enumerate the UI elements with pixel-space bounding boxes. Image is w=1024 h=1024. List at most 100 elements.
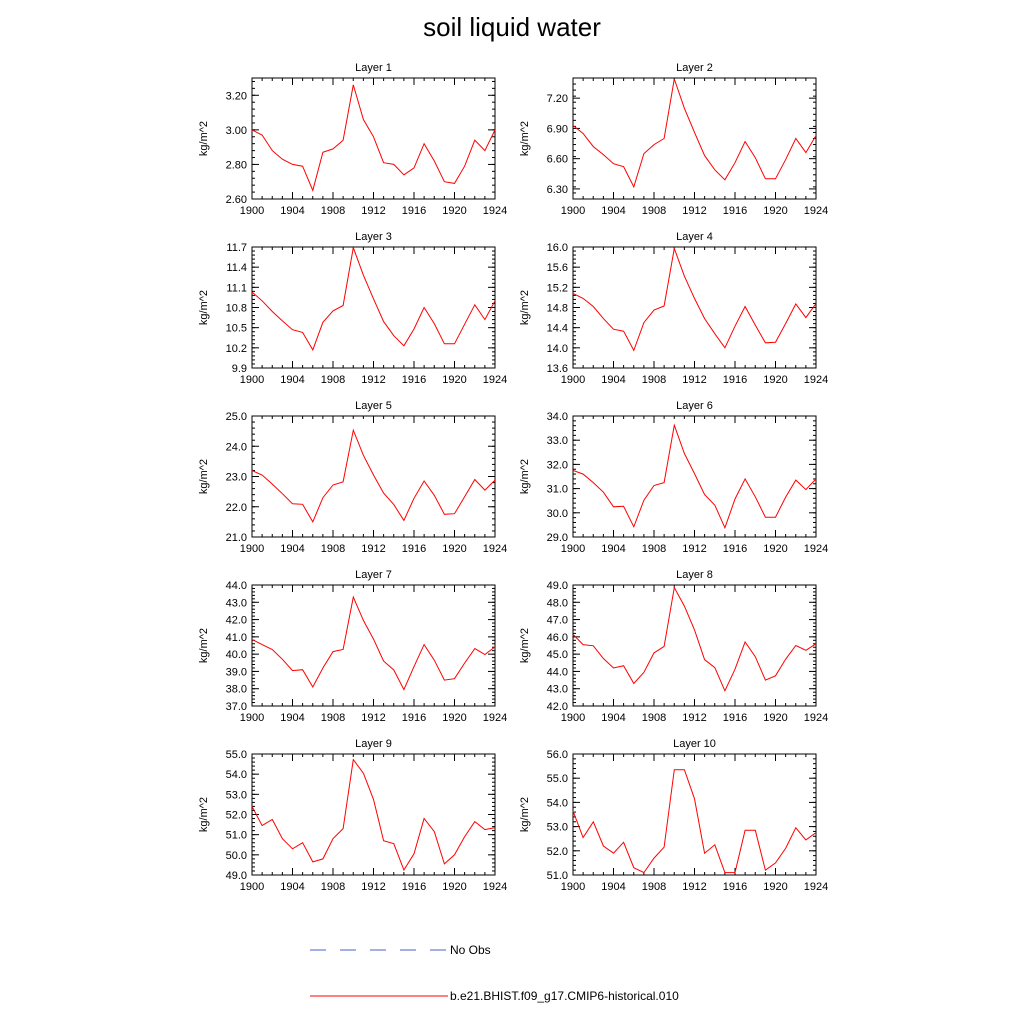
y-tick-label: 16.0 — [547, 242, 568, 254]
y-axis-label: kg/m^2 — [198, 121, 210, 156]
y-tick-label: 41.0 — [226, 632, 247, 644]
y-tick-label: 29.0 — [547, 532, 568, 544]
plot-frame — [251, 753, 496, 876]
x-tick-label: 1912 — [682, 881, 706, 893]
x-tick-label: 1912 — [682, 712, 706, 724]
series-line — [572, 78, 817, 189]
x-tick-label: 1920 — [442, 374, 466, 386]
panel-title: Layer 6 — [676, 400, 713, 412]
y-tick-label: 52.0 — [547, 846, 568, 858]
x-tick-label: 1908 — [642, 881, 666, 893]
x-tick-label: 1924 — [483, 205, 507, 217]
x-tick-label: 1912 — [361, 543, 385, 555]
layer-panel-9: 1900 1904 1908 1912 1916 1920 1924 49.0 50.0 51.0… — [198, 738, 507, 893]
y-tick-label: 2.80 — [226, 159, 247, 171]
x-tick-label: 1920 — [442, 543, 466, 555]
y-tick-label: 24.0 — [226, 441, 247, 453]
x-tick-label: 1908 — [321, 712, 345, 724]
x-tick-label: 1912 — [361, 881, 385, 893]
panel-title: Layer 4 — [676, 231, 713, 243]
x-tick-label: 1916 — [723, 712, 747, 724]
x-tick-label: 1916 — [723, 205, 747, 217]
y-tick-label: 10.5 — [226, 323, 247, 335]
y-tick-label: 6.90 — [547, 123, 568, 135]
y-tick-label: 42.0 — [547, 701, 568, 713]
x-tick-label: 1916 — [723, 881, 747, 893]
series-line — [251, 595, 496, 691]
y-tick-label: 45.0 — [547, 649, 568, 661]
layer-panel-1: 1900 1904 1908 1912 1916 1920 1924 2.60 2.80 3.00… — [198, 62, 507, 217]
series-line — [251, 758, 496, 872]
x-tick-label: 1904 — [280, 881, 304, 893]
y-tick-label: 52.0 — [226, 810, 247, 822]
x-tick-label: 1904 — [280, 374, 304, 386]
y-tick-label: 33.0 — [547, 435, 568, 447]
y-tick-label: 44.0 — [547, 666, 568, 678]
plot-frame — [572, 77, 817, 200]
y-axis-label: kg/m^2 — [519, 459, 531, 494]
y-tick-label: 22.0 — [226, 502, 247, 514]
panel-title: Layer 10 — [673, 738, 716, 750]
series-line — [251, 428, 496, 524]
layer-panel-5: 1900 1904 1908 1912 1916 1920 1924 21.0 22.0 23.0… — [198, 400, 507, 555]
y-tick-label: 40.0 — [226, 649, 247, 661]
y-tick-label: 43.0 — [226, 597, 247, 609]
x-tick-label: 1916 — [402, 712, 426, 724]
y-tick-label: 55.0 — [226, 749, 247, 761]
y-tick-label: 51.0 — [547, 870, 568, 882]
y-tick-label: 53.0 — [547, 822, 568, 834]
x-tick-label: 1924 — [804, 881, 828, 893]
x-tick-label: 1908 — [321, 205, 345, 217]
y-tick-label: 47.0 — [547, 615, 568, 627]
series-line — [251, 84, 496, 192]
x-tick-label: 1916 — [402, 374, 426, 386]
y-tick-label: 48.0 — [547, 597, 568, 609]
y-tick-label: 11.1 — [226, 282, 247, 294]
panel-title: Layer 7 — [355, 569, 392, 581]
y-tick-label: 32.0 — [547, 459, 568, 471]
y-axis-label: kg/m^2 — [519, 290, 531, 325]
x-tick-label: 1920 — [442, 881, 466, 893]
y-axis-label: kg/m^2 — [519, 628, 531, 663]
x-tick-label: 1912 — [361, 205, 385, 217]
series-line — [572, 246, 817, 352]
plot-frame — [251, 246, 496, 369]
legend-line-no-obs — [310, 949, 448, 951]
x-tick-label: 1920 — [442, 712, 466, 724]
x-tick-label: 1904 — [601, 205, 625, 217]
plot-frame — [572, 584, 817, 707]
x-tick-label: 1904 — [280, 712, 304, 724]
layer-panel-7: 1900 1904 1908 1912 1916 1920 1924 37.0 38.0 39.0… — [198, 569, 507, 724]
y-axis-label: kg/m^2 — [198, 797, 210, 832]
panel-title: Layer 5 — [355, 400, 392, 412]
y-tick-label: 25.0 — [226, 411, 247, 423]
x-tick-label: 1916 — [723, 374, 747, 386]
x-tick-label: 1924 — [483, 712, 507, 724]
x-tick-label: 1916 — [402, 543, 426, 555]
layer-panel-4: 1900 1904 1908 1912 1916 1920 1924 13.6 14.0 14.4… — [519, 231, 828, 386]
x-tick-label: 1900 — [240, 205, 264, 217]
chart-title: soil liquid water — [423, 12, 601, 42]
y-tick-label: 14.0 — [547, 343, 568, 355]
x-tick-label: 1908 — [321, 881, 345, 893]
y-axis-label: kg/m^2 — [198, 459, 210, 494]
x-tick-label: 1912 — [361, 712, 385, 724]
series-line — [251, 245, 496, 352]
y-tick-label: 54.0 — [226, 769, 247, 781]
legend-model-label: b.e21.BHIST.f09_g17.CMIP6-historical.010 — [450, 989, 679, 1003]
x-tick-label: 1916 — [402, 881, 426, 893]
panel-title: Layer 8 — [676, 569, 713, 581]
x-tick-label: 1900 — [240, 374, 264, 386]
x-tick-label: 1908 — [642, 374, 666, 386]
y-tick-label: 49.0 — [226, 870, 247, 882]
y-tick-label: 15.2 — [547, 282, 568, 294]
x-tick-label: 1908 — [642, 205, 666, 217]
x-tick-label: 1924 — [804, 205, 828, 217]
layer-panel-3: 1900 1904 1908 1912 1916 1920 1924 9.9 10.2 10.5 1… — [198, 231, 507, 386]
x-tick-label: 1900 — [240, 543, 264, 555]
x-tick-label: 1920 — [763, 881, 787, 893]
plot-frame — [572, 415, 817, 538]
legend-no-obs-label: No Obs — [450, 943, 491, 957]
x-tick-label: 1908 — [321, 374, 345, 386]
